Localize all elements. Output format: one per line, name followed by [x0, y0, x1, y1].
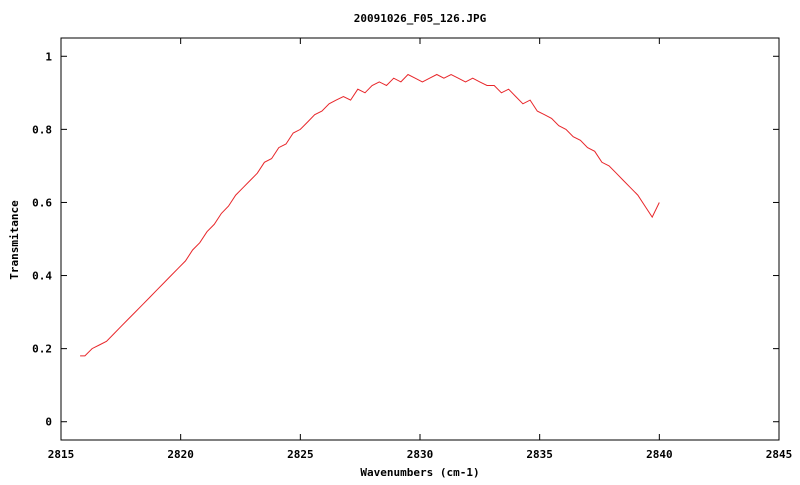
series-group: [80, 73, 660, 357]
y-axis-label: Transmitance: [8, 200, 21, 280]
y-tick-label: 0.4: [32, 270, 52, 283]
x-tick-label: 2840: [646, 448, 673, 461]
x-tick-label: 2825: [287, 448, 314, 461]
y-tick-label: 0: [45, 416, 52, 429]
series-line: [80, 73, 660, 357]
x-tick-label: 2835: [526, 448, 553, 461]
x-tick-label: 2815: [48, 448, 75, 461]
x-tick-label: 2830: [407, 448, 434, 461]
axis-ticks: 2815 2820 2825 2830 2835 2840 2845 0 0.2 0.4 0.6 0.…: [32, 38, 792, 461]
x-tick-label: 2820: [167, 448, 194, 461]
y-tick-label: 0.8: [32, 123, 52, 136]
x-axis-label: Wavenumbers (cm-1): [360, 466, 479, 479]
chart-title: 20091026_F05_126.JPG: [354, 12, 487, 25]
x-tick-label: 2845: [766, 448, 793, 461]
y-tick-label: 1: [45, 50, 52, 63]
y-tick-label: 0.6: [32, 196, 52, 209]
y-tick-label: 0.2: [32, 343, 52, 356]
plot-frame: [60, 37, 780, 441]
